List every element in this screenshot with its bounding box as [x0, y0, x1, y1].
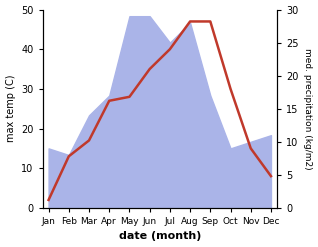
Y-axis label: max temp (C): max temp (C) [5, 75, 16, 143]
Y-axis label: med. precipitation (kg/m2): med. precipitation (kg/m2) [303, 48, 313, 169]
X-axis label: date (month): date (month) [119, 231, 201, 242]
